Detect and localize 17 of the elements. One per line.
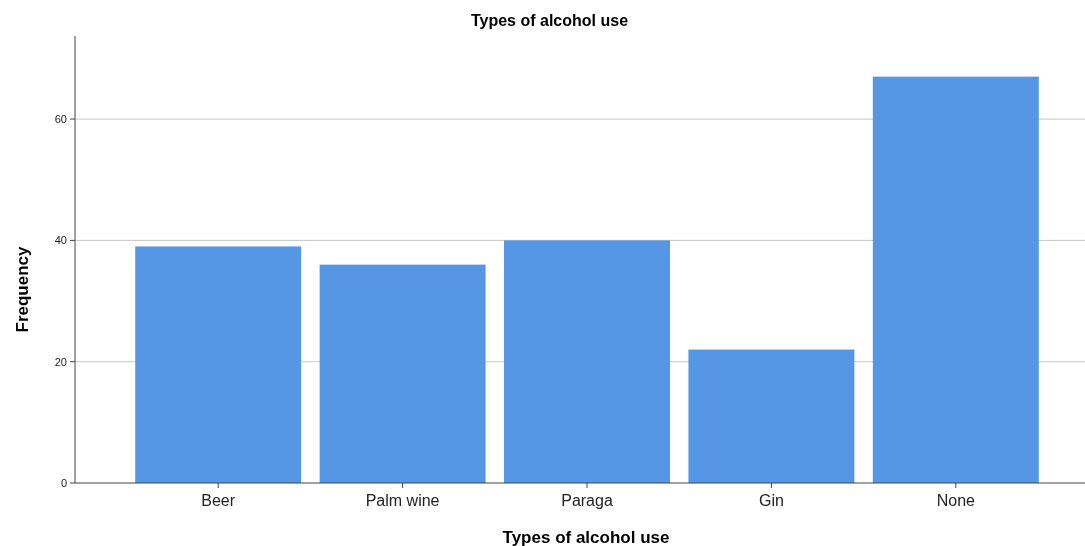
bar: [872, 76, 1039, 483]
x-axis-title: Types of alcohol use: [502, 528, 670, 546]
y-tick-label: 60: [54, 112, 67, 125]
bar: [319, 264, 486, 483]
x-tick-label: Gin: [758, 492, 784, 509]
bar: [135, 246, 302, 483]
y-tick-label: 20: [54, 355, 67, 368]
y-axis-title: Frequency: [13, 245, 32, 333]
x-tick-label: Paraga: [561, 492, 613, 509]
chart-title: Types of alcohol use: [470, 12, 629, 29]
x-tick-label: Beer: [201, 492, 236, 509]
x-tick-label: None: [936, 492, 976, 509]
bar: [688, 349, 855, 483]
y-tick-label: 40: [54, 234, 67, 247]
x-tick-label: Palm wine: [365, 492, 440, 509]
y-tick-label: 0: [60, 476, 67, 489]
bar: [504, 240, 670, 483]
